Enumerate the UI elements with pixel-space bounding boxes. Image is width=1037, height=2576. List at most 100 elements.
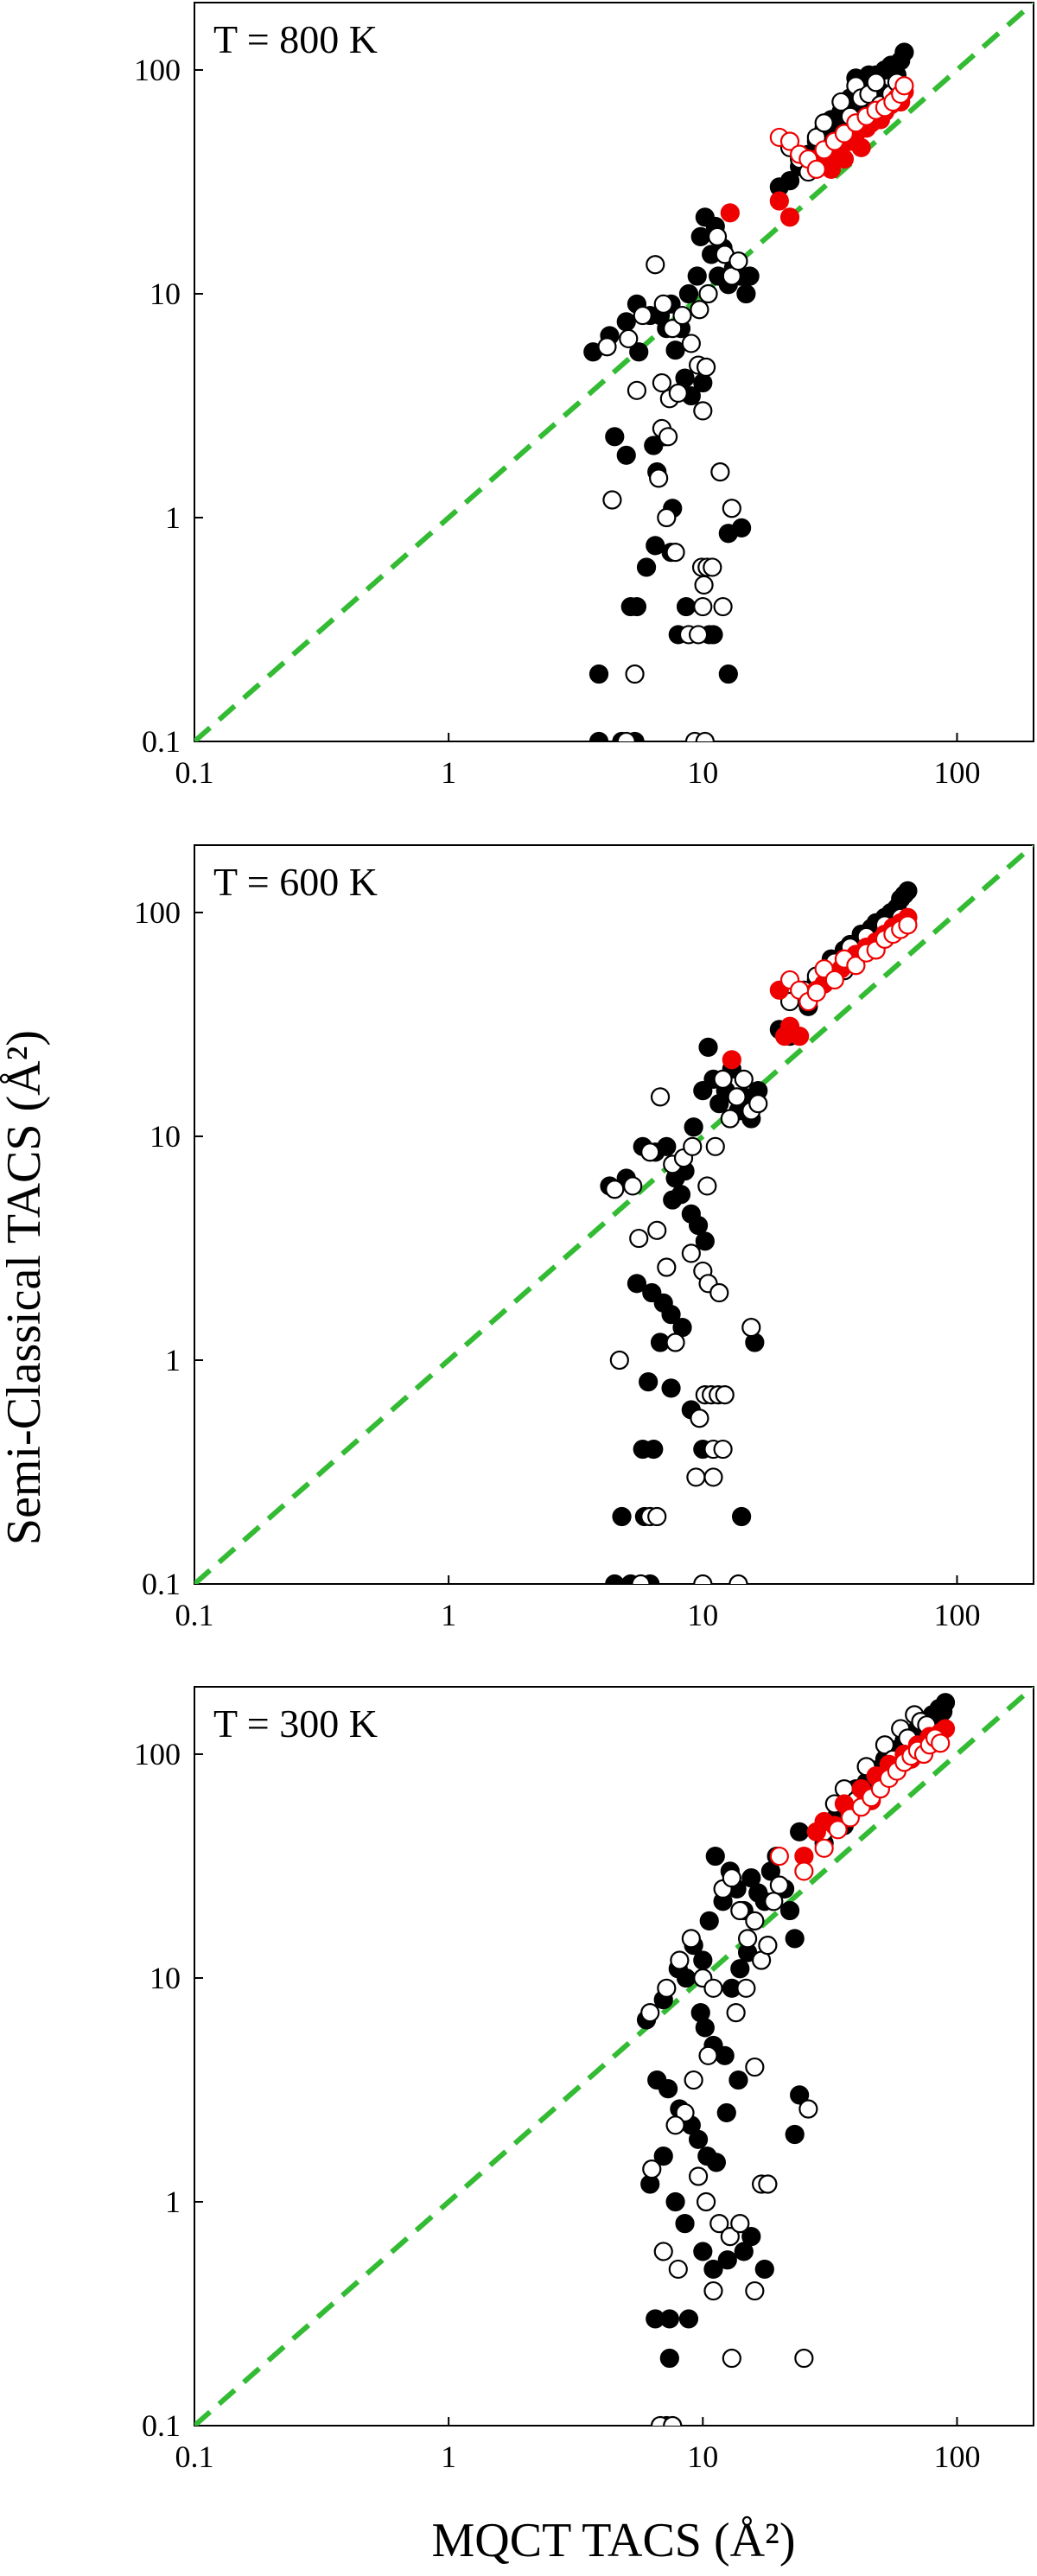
data-point xyxy=(737,1929,758,1949)
data-point xyxy=(722,1868,741,1888)
data-point xyxy=(690,300,709,320)
data-point xyxy=(713,1439,733,1460)
data-point xyxy=(718,664,738,684)
data-point xyxy=(707,226,728,246)
data-point xyxy=(720,1109,740,1129)
data-point xyxy=(665,2115,685,2135)
data-point xyxy=(659,2309,679,2329)
chart-panel-3: 0.1 1 10 100 0.1 1 10 100 T = 300 K xyxy=(134,1686,1034,2474)
x-tick-label: 10 xyxy=(687,755,718,790)
data-point xyxy=(661,1305,681,1325)
data-point xyxy=(730,1900,750,1921)
data-point xyxy=(779,131,800,151)
data-point xyxy=(639,1371,658,1392)
data-point xyxy=(657,507,677,528)
series-black-open xyxy=(597,73,907,741)
data-point xyxy=(681,334,701,353)
data-point xyxy=(665,2191,685,2212)
data-point xyxy=(745,2057,765,2077)
data-point xyxy=(698,283,718,304)
data-point xyxy=(649,468,669,488)
data-point xyxy=(769,1846,789,1867)
series-red-open xyxy=(769,76,914,179)
data-point xyxy=(698,2045,718,2065)
x-tick-label: 1 xyxy=(441,1598,456,1632)
data-point xyxy=(659,2348,679,2369)
data-point xyxy=(612,1506,632,1527)
y-tick-label: 100 xyxy=(134,1737,181,1771)
data-point xyxy=(834,124,855,143)
y-tick-label: 1 xyxy=(165,500,181,535)
data-point xyxy=(688,2166,709,2186)
data-point xyxy=(715,2045,735,2065)
data-point xyxy=(678,2309,699,2329)
data-point xyxy=(758,2174,778,2194)
data-point xyxy=(806,983,826,1002)
data-point xyxy=(672,305,692,326)
chart-panel-2: 0.1 1 10 100 0.1 1 10 100 T = 600 K xyxy=(134,844,1034,1632)
data-point xyxy=(846,956,866,976)
panel-title: T = 300 K xyxy=(213,1701,378,1746)
data-point xyxy=(605,1574,625,1584)
data-point xyxy=(698,1037,718,1058)
data-point xyxy=(652,372,671,393)
data-point xyxy=(653,2242,673,2261)
data-point xyxy=(741,2227,761,2247)
data-point xyxy=(616,731,636,741)
data-point xyxy=(745,2280,765,2301)
x-tick-label: 10 xyxy=(687,2439,718,2474)
y-axis-title: Semi-Classical TACS (Å²) xyxy=(0,1030,51,1545)
data-point xyxy=(709,1282,729,1303)
data-point xyxy=(647,1506,667,1527)
data-point xyxy=(794,1861,814,1881)
data-point xyxy=(670,1950,690,1970)
diagonal-reference-line xyxy=(194,1687,1034,2426)
data-point xyxy=(636,557,657,577)
data-point xyxy=(726,2003,746,2023)
data-point xyxy=(790,1027,810,1046)
series-black-filled xyxy=(636,1693,956,2426)
data-point xyxy=(588,664,609,684)
data-point xyxy=(588,731,609,741)
data-point xyxy=(694,575,714,595)
data-point xyxy=(657,1136,677,1156)
data-point xyxy=(683,1136,703,1156)
y-tick-label: 1 xyxy=(165,2185,181,2219)
data-point xyxy=(718,524,738,544)
x-tick-label: 1 xyxy=(441,755,456,790)
data-point xyxy=(790,1822,810,1841)
x-tick-label: 10 xyxy=(687,1598,718,1632)
data-point xyxy=(779,171,800,191)
data-point xyxy=(697,1176,717,1196)
plot-area xyxy=(194,3,1034,741)
data-point xyxy=(745,1911,765,1930)
x-tick-label: 0.1 xyxy=(175,1598,214,1632)
data-point xyxy=(678,283,699,304)
data-point xyxy=(627,1274,647,1294)
data-point xyxy=(898,881,918,900)
data-point xyxy=(703,1978,723,1998)
data-point xyxy=(646,255,665,275)
data-point xyxy=(665,543,685,563)
data-point xyxy=(741,1318,761,1338)
data-point xyxy=(831,92,851,112)
chart-panel-1: 0.1 1 10 100 0.1 1 10 100 T = 800 K xyxy=(134,2,1034,790)
y-tick-label: 1 xyxy=(165,1343,181,1377)
data-point xyxy=(699,1911,719,1930)
data-point xyxy=(758,1936,778,1956)
y-tick-label: 100 xyxy=(134,895,181,930)
data-point xyxy=(693,401,713,421)
data-point xyxy=(834,149,855,169)
data-point xyxy=(627,596,647,617)
data-point xyxy=(715,1385,735,1405)
data-point xyxy=(688,1215,709,1236)
data-point xyxy=(684,2070,703,2090)
series-black-open xyxy=(605,907,911,1584)
data-point xyxy=(695,1231,715,1251)
data-point xyxy=(779,1900,800,1921)
data-point xyxy=(627,380,647,400)
data-point xyxy=(785,1929,805,1949)
data-point xyxy=(785,2124,805,2145)
data-point xyxy=(703,1467,723,1487)
data-point xyxy=(736,283,756,304)
